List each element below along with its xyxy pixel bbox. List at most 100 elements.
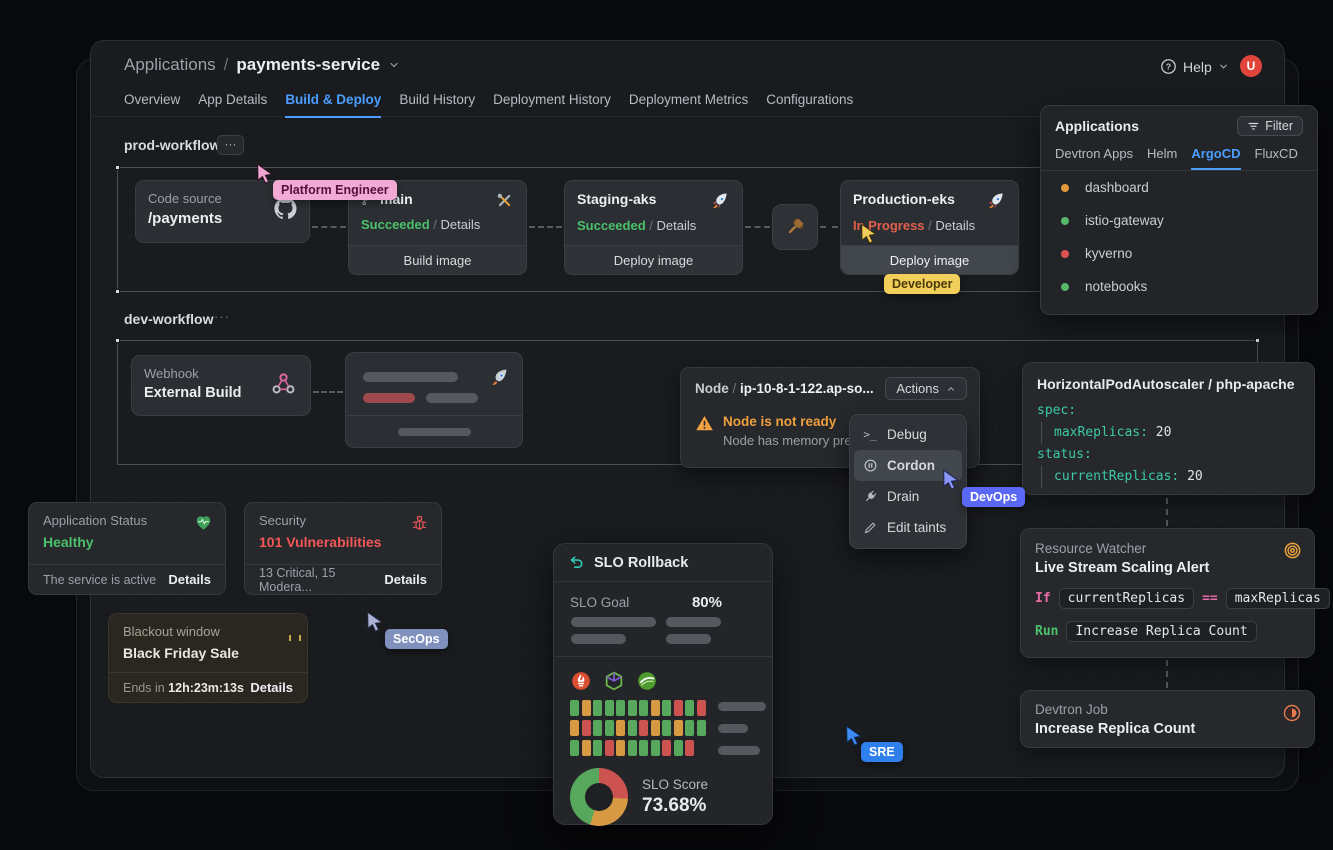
build-image-button[interactable]: Build image bbox=[349, 245, 526, 274]
menu-item-cordon[interactable]: Cordon bbox=[854, 450, 962, 481]
rocket-icon bbox=[489, 367, 510, 388]
breadcrumb-section[interactable]: Applications bbox=[124, 55, 216, 74]
prometheus-icon bbox=[572, 672, 590, 690]
selection-handle[interactable] bbox=[115, 338, 120, 343]
heatmap-cell bbox=[673, 700, 683, 716]
tab-fluxcd[interactable]: FluxCD bbox=[1254, 146, 1298, 161]
help-menu[interactable]: ? Help bbox=[1160, 58, 1229, 75]
heatmap-cell bbox=[570, 740, 579, 756]
selection-handle[interactable] bbox=[115, 289, 120, 294]
job-progress-icon bbox=[1282, 703, 1302, 723]
dev-workflow-title: dev-workflow bbox=[124, 311, 214, 327]
pause-circle-icon bbox=[862, 458, 878, 473]
selection-handle[interactable] bbox=[115, 165, 120, 170]
tab-build-history[interactable]: Build History bbox=[399, 92, 476, 107]
heatmap-cell bbox=[593, 700, 602, 716]
staging-deploy-card[interactable]: Staging-aks Succeeded / Details Deploy i… bbox=[564, 180, 743, 275]
chevron-down-icon[interactable] bbox=[388, 59, 400, 71]
avatar[interactable]: U bbox=[1240, 55, 1262, 77]
heatmap-cell bbox=[604, 740, 614, 756]
node-name: ip-10-8-1-122.ap-so... bbox=[740, 381, 874, 396]
tab-app-details[interactable]: App Details bbox=[198, 92, 268, 107]
breadcrumb-app-name[interactable]: payments-service bbox=[236, 55, 381, 74]
heatmap-cell bbox=[593, 720, 602, 736]
staging-deploy-image-button[interactable]: Deploy image bbox=[565, 245, 742, 274]
hpa-panel-title: HorizontalPodAutoscaler / php-apache bbox=[1037, 376, 1295, 392]
build-details-link[interactable]: Details bbox=[440, 217, 481, 232]
menu-item-label: Drain bbox=[887, 489, 920, 504]
security-footer-text: 13 Critical, 15 Modera... bbox=[259, 565, 336, 594]
sonar-icon bbox=[638, 672, 656, 690]
status-separator: / bbox=[928, 218, 932, 233]
run-action-chip: Increase Replica Count bbox=[1066, 621, 1257, 642]
countdown-value: 12h:23m:13s bbox=[168, 680, 244, 695]
prod-workflow-menu-button[interactable]: ··· bbox=[217, 135, 244, 155]
heatmap-cell bbox=[662, 740, 671, 756]
heatmap-cell bbox=[616, 720, 625, 736]
node-warning-title: Node is not ready bbox=[723, 414, 837, 429]
production-status: In Progress bbox=[853, 218, 925, 233]
tab-deployment-metrics[interactable]: Deployment Metrics bbox=[628, 92, 749, 107]
selection-handle[interactable] bbox=[1255, 338, 1260, 343]
filter-button[interactable]: Filter bbox=[1237, 116, 1303, 136]
status-details-link[interactable]: Details bbox=[168, 572, 211, 587]
tab-argocd[interactable]: ArgoCD bbox=[1191, 146, 1241, 170]
heatmap-legend-skeleton bbox=[717, 700, 766, 756]
blackout-window-card[interactable]: Blackout window Black Friday Sale Ends i… bbox=[108, 613, 308, 703]
cursor-label-platform-engineer: Platform Engineer bbox=[273, 180, 397, 200]
webhook-card[interactable]: Webhook External Build bbox=[131, 355, 311, 416]
condition-right-chip: maxReplicas bbox=[1225, 588, 1330, 609]
tab-devtron-apps[interactable]: Devtron Apps bbox=[1055, 146, 1134, 161]
approval-gate-chip[interactable] bbox=[772, 204, 818, 250]
blackout-details-link[interactable]: Details bbox=[250, 680, 293, 695]
tab-deployment-history[interactable]: Deployment History bbox=[493, 92, 611, 107]
filter-label: Filter bbox=[1265, 119, 1293, 133]
tab-build-and-deploy[interactable]: Build & Deploy bbox=[285, 92, 382, 118]
code-source-label: Code source bbox=[148, 191, 222, 206]
countdown-prefix: Ends in bbox=[123, 680, 169, 695]
build-pipeline-card[interactable]: main Succeeded / Details Build image bbox=[348, 180, 527, 275]
tab-helm[interactable]: Helm bbox=[1147, 146, 1178, 161]
cursor-label-developer: Developer bbox=[884, 274, 961, 294]
app-name: dashboard bbox=[1085, 180, 1149, 195]
blackout-name: Black Friday Sale bbox=[123, 645, 239, 661]
help-icon: ? bbox=[1160, 58, 1177, 75]
node-actions-button[interactable]: Actions bbox=[885, 377, 967, 400]
heatmap-cell bbox=[685, 740, 694, 756]
breadcrumb: Applications / payments-service bbox=[124, 55, 400, 75]
resource-watcher-name: Live Stream Scaling Alert bbox=[1035, 560, 1210, 576]
cursor-label-devops: DevOps bbox=[962, 487, 1026, 507]
dev-workflow-menu-button[interactable]: ··· bbox=[214, 309, 230, 324]
heatmap-cell bbox=[570, 700, 579, 716]
tab-configurations[interactable]: Configurations bbox=[766, 92, 854, 107]
application-status-card[interactable]: Application Status Healthy The service i… bbox=[28, 502, 226, 595]
menu-item-debug[interactable]: >_ Debug bbox=[854, 419, 962, 450]
security-card[interactable]: Security 101 Vulnerabilities 13 Critical… bbox=[244, 502, 442, 595]
production-details-link[interactable]: Details bbox=[935, 218, 976, 233]
node-warning-description: Node has memory pre... bbox=[723, 433, 863, 448]
security-details-link[interactable]: Details bbox=[384, 572, 427, 587]
production-deploy-card[interactable]: Production-eks In Progress / Details Dep… bbox=[840, 180, 1019, 275]
heatmap-cell bbox=[627, 700, 637, 716]
run-keyword: Run bbox=[1035, 624, 1059, 639]
list-item-kyverno[interactable]: kyverno bbox=[1041, 237, 1317, 270]
skeleton-bar bbox=[363, 372, 458, 382]
list-item-istio-gateway[interactable]: istio-gateway bbox=[1041, 204, 1317, 237]
pen-icon bbox=[862, 520, 878, 535]
list-item-dashboard[interactable]: dashboard bbox=[1041, 171, 1317, 204]
production-deploy-image-button[interactable]: Deploy image bbox=[841, 245, 1018, 274]
panel-connector bbox=[1166, 660, 1168, 688]
menu-item-edit-taints[interactable]: Edit taints bbox=[854, 512, 962, 543]
tools-icon bbox=[495, 191, 514, 210]
list-item-notebooks[interactable]: notebooks bbox=[1041, 270, 1317, 303]
tab-overview[interactable]: Overview bbox=[124, 92, 181, 107]
pipeline-skeleton-card bbox=[345, 352, 523, 448]
menu-item-drain[interactable]: Drain bbox=[854, 481, 962, 512]
rocket-icon bbox=[986, 191, 1006, 211]
heatmap-cell bbox=[662, 720, 671, 736]
security-value: 101 Vulnerabilities bbox=[259, 534, 382, 550]
status-dot bbox=[1061, 282, 1069, 291]
heatmap-cell bbox=[581, 700, 591, 716]
staging-details-link[interactable]: Details bbox=[656, 218, 697, 233]
